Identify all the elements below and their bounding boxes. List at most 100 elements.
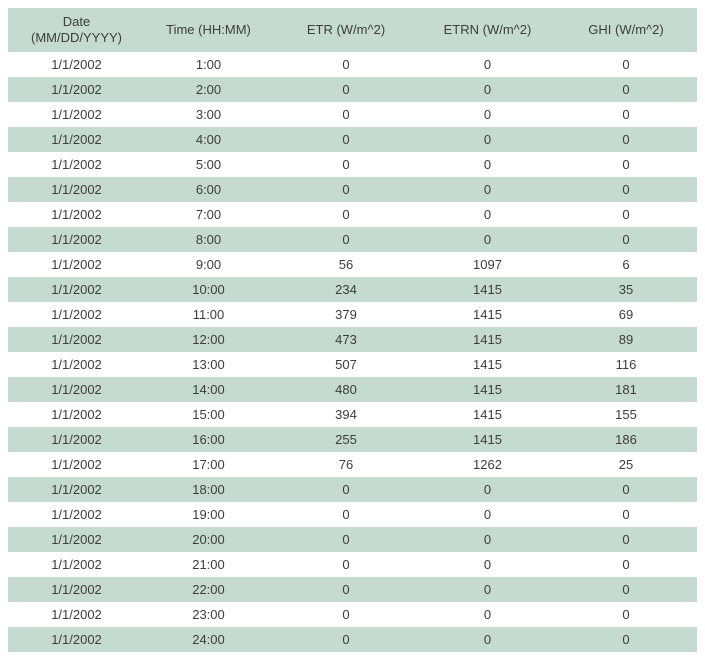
table-cell: 255 xyxy=(335,432,357,447)
table-row: 1/1/2002 1:00 0 0 0 xyxy=(8,52,697,77)
table-row: 1/1/2002 7:00 0 0 0 xyxy=(8,202,697,227)
table-cell: 0 xyxy=(483,482,492,497)
column-header-time: Time (HH:MM) xyxy=(145,8,272,52)
table-body: 1/1/2002 1:00 0 0 0 1/1/2002 2:00 0 0 0 1/1/2002 3:… xyxy=(8,52,697,652)
table-cell: 0 xyxy=(483,107,492,122)
table-row: 1/1/2002 22:00 0 0 0 xyxy=(8,577,697,602)
table-row: 1/1/2002 20:00 0 0 0 xyxy=(8,527,697,552)
table-cell: 6 xyxy=(622,257,630,272)
solar-data-table: Date (MM/DD/YYYY) Time (HH:MM) ETR (W/m^… xyxy=(8,8,697,652)
table-cell: 1/1/2002 xyxy=(51,82,102,97)
table-cell: 0 xyxy=(483,157,492,172)
table-cell: 0 xyxy=(483,182,492,197)
table-cell: 0 xyxy=(622,82,630,97)
table-cell: 379 xyxy=(335,307,357,322)
table-cell: 0 xyxy=(483,207,492,222)
header-row: Date (MM/DD/YYYY) Time (HH:MM) ETR (W/m^… xyxy=(8,8,697,52)
table-cell: 1/1/2002 xyxy=(51,332,102,347)
table-row: 1/1/2002 11:00 379 1415 69 xyxy=(8,302,697,327)
table-cell: 1415 xyxy=(473,307,502,322)
table-cell: 186 xyxy=(615,432,637,447)
table-cell: 1/1/2002 xyxy=(51,382,102,397)
table-cell: 0 xyxy=(483,57,492,72)
table-row: 1/1/2002 19:00 0 0 0 xyxy=(8,502,697,527)
table-row: 1/1/2002 14:00 480 1415 181 xyxy=(8,377,697,402)
table-cell: 155 xyxy=(615,407,637,422)
table-cell: 1/1/2002 xyxy=(51,257,102,272)
table-cell: 0 xyxy=(342,557,350,572)
table-cell: 6:00 xyxy=(195,182,222,197)
table-cell: 18:00 xyxy=(192,482,225,497)
table-cell: 1/1/2002 xyxy=(51,607,102,622)
table-cell: 12:00 xyxy=(192,332,225,347)
table-cell: 13:00 xyxy=(192,357,225,372)
column-header-etr: ETR (W/m^2) xyxy=(272,8,420,52)
table-cell: 116 xyxy=(615,357,637,372)
table-row: 1/1/2002 17:00 76 1262 25 xyxy=(8,452,697,477)
table-cell: 0 xyxy=(342,82,350,97)
table-cell: 507 xyxy=(335,357,357,372)
table-cell: 394 xyxy=(335,407,357,422)
table-cell: 76 xyxy=(338,457,354,472)
table-cell: 0 xyxy=(622,557,630,572)
table-cell: 0 xyxy=(483,632,492,647)
table-cell: 1/1/2002 xyxy=(51,182,102,197)
table-cell: 1415 xyxy=(473,382,502,397)
table-cell: 1/1/2002 xyxy=(51,457,102,472)
table-cell: 1/1/2002 xyxy=(51,307,102,322)
table-row: 1/1/2002 10:00 234 1415 35 xyxy=(8,277,697,302)
table-cell: 0 xyxy=(342,157,350,172)
table-cell: 1/1/2002 xyxy=(51,57,102,72)
table-row: 1/1/2002 16:00 255 1415 186 xyxy=(8,427,697,452)
table-cell: 11:00 xyxy=(192,307,225,322)
table-cell: 0 xyxy=(483,507,492,522)
table-cell: 4:00 xyxy=(195,132,222,147)
table-cell: 0 xyxy=(622,482,630,497)
table-cell: 15:00 xyxy=(192,407,225,422)
table-cell: 35 xyxy=(618,282,634,297)
table-cell: 0 xyxy=(342,607,350,622)
table-cell: 1/1/2002 xyxy=(51,582,102,597)
table-cell: 1/1/2002 xyxy=(51,157,102,172)
table-cell: 0 xyxy=(622,57,630,72)
table-row: 1/1/2002 2:00 0 0 0 xyxy=(8,77,697,102)
table-cell: 1/1/2002 xyxy=(51,632,102,647)
table-cell: 1415 xyxy=(473,432,502,447)
table-cell: 7:00 xyxy=(195,207,222,222)
table-cell: 25 xyxy=(618,457,634,472)
table-cell: 181 xyxy=(615,382,637,397)
table-cell: 1:00 xyxy=(195,57,222,72)
table-cell: 20:00 xyxy=(192,532,225,547)
table-cell: 8:00 xyxy=(195,232,222,247)
table-cell: 1/1/2002 xyxy=(51,507,102,522)
table-cell: 473 xyxy=(335,332,357,347)
table-cell: 21:00 xyxy=(192,557,225,572)
table-cell: 0 xyxy=(483,132,492,147)
table-cell: 1/1/2002 xyxy=(51,207,102,222)
table-cell: 5:00 xyxy=(195,157,222,172)
table-cell: 0 xyxy=(342,207,350,222)
table-cell: 1/1/2002 xyxy=(51,282,102,297)
table-cell: 1/1/2002 xyxy=(51,557,102,572)
table-cell: 69 xyxy=(618,307,634,322)
column-header-ghi: GHI (W/m^2) xyxy=(555,8,697,52)
table-cell: 1/1/2002 xyxy=(51,482,102,497)
table-cell: 17:00 xyxy=(192,457,225,472)
table-row: 1/1/2002 18:00 0 0 0 xyxy=(8,477,697,502)
table-cell: 0 xyxy=(622,207,630,222)
table-row: 1/1/2002 12:00 473 1415 89 xyxy=(8,327,697,352)
table-cell: 0 xyxy=(342,532,350,547)
table-row: 1/1/2002 8:00 0 0 0 xyxy=(8,227,697,252)
table-row: 1/1/2002 4:00 0 0 0 xyxy=(8,127,697,152)
table-row: 1/1/2002 3:00 0 0 0 xyxy=(8,102,697,127)
table-cell: 1/1/2002 xyxy=(51,107,102,122)
table-cell: 0 xyxy=(342,632,350,647)
table-cell: 0 xyxy=(622,132,630,147)
table-cell: 1415 xyxy=(473,332,502,347)
table-cell: 1/1/2002 xyxy=(51,532,102,547)
table-cell: 1/1/2002 xyxy=(51,407,102,422)
table-cell: 19:00 xyxy=(192,507,225,522)
table-cell: 0 xyxy=(483,532,492,547)
table-cell: 0 xyxy=(342,232,350,247)
